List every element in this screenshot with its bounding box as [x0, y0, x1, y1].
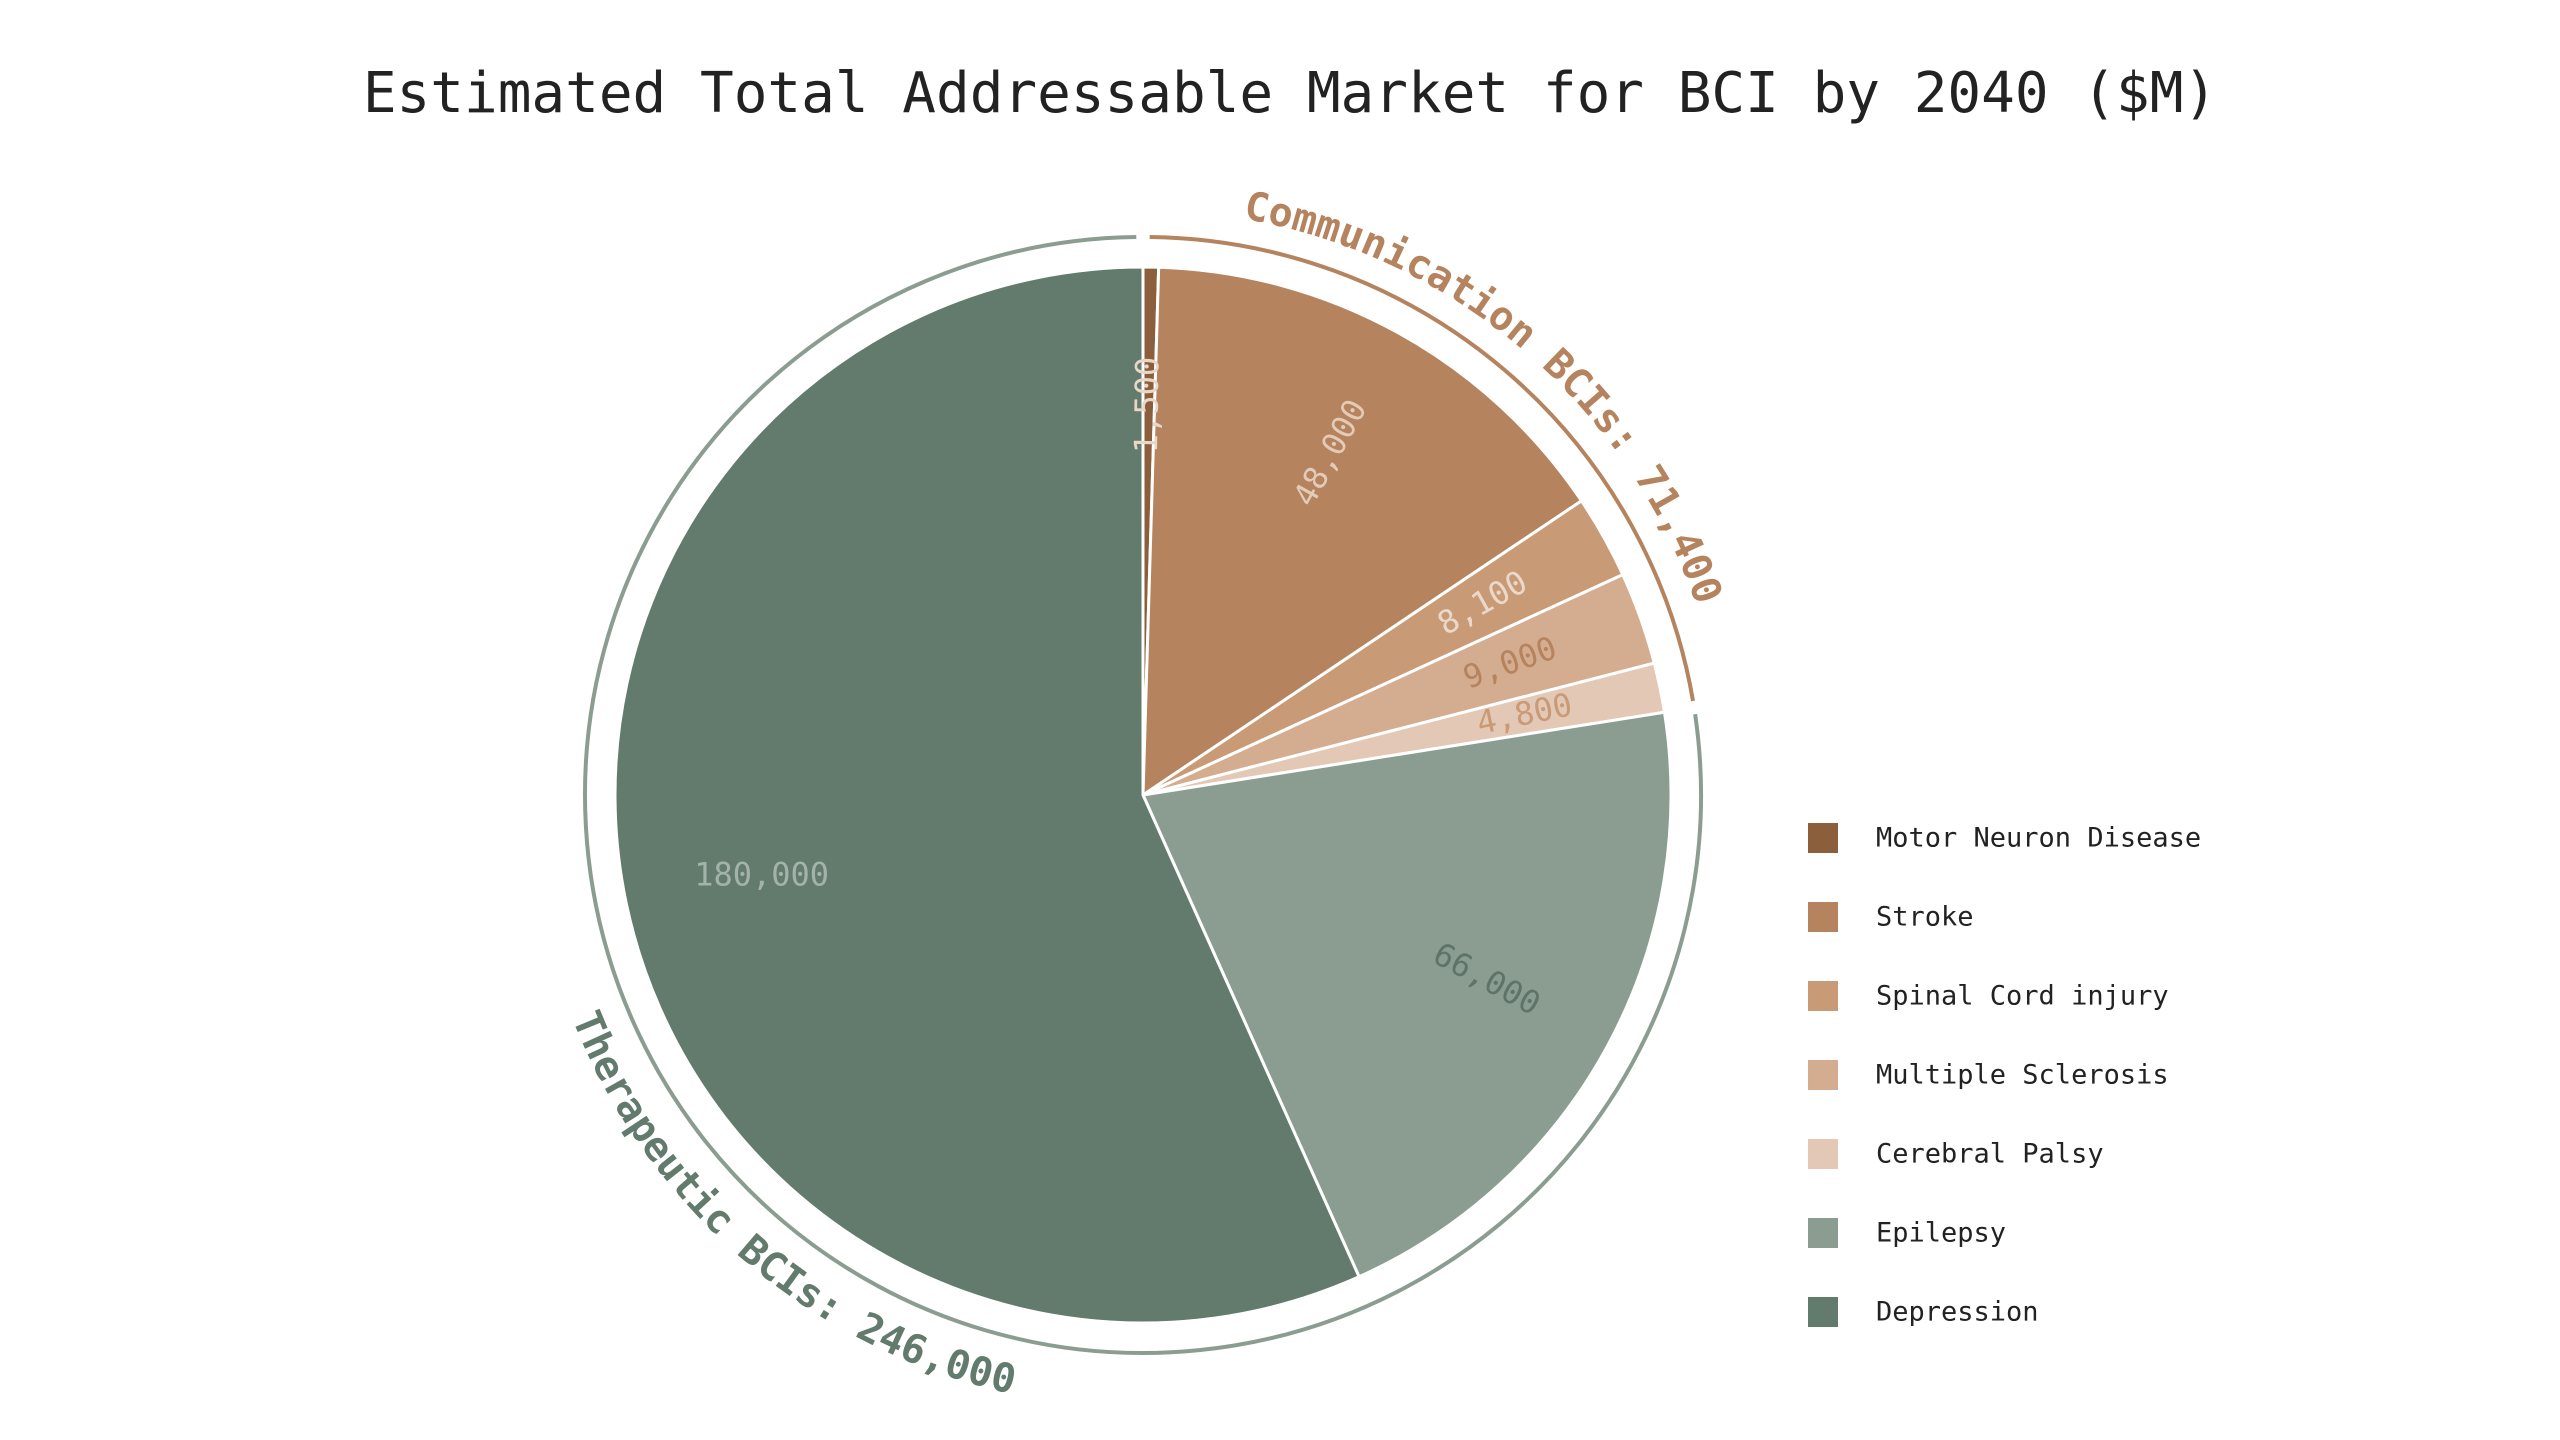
group-arc-communication-bcis-71-400	[1149, 235, 1695, 702]
legend-label: Cerebral Palsy	[1876, 1139, 2104, 1170]
legend-label: Stroke	[1876, 902, 1974, 933]
legend-label: Depression	[1876, 1297, 2039, 1328]
legend-item-stroke: Stroke	[1808, 902, 1974, 933]
legend-swatch	[1808, 1139, 1838, 1169]
legend-label: Spinal Cord injury	[1876, 981, 2169, 1012]
slice-label-motor-neuron-disease: 1,500	[1127, 357, 1166, 454]
slice-label-depression: 180,000	[694, 856, 829, 894]
legend-item-cerebral-palsy: Cerebral Palsy	[1808, 1139, 2104, 1170]
group-arc-therapeutic-bcis-246-000	[583, 235, 1703, 1355]
legend-swatch	[1808, 1297, 1838, 1327]
pie-slice-depression	[613, 265, 1362, 1325]
legend-label: Multiple Sclerosis	[1876, 1060, 2169, 1091]
pie-slices	[613, 265, 1673, 1325]
legend-swatch	[1808, 823, 1838, 853]
legend-swatch	[1808, 1060, 1838, 1090]
pie-slice-epilepsy	[1140, 710, 1673, 1279]
legend-item-depression: Depression	[1808, 1297, 2039, 1328]
legend-swatch	[1808, 1218, 1838, 1248]
chart-title: Estimated Total Addressable Market for B…	[363, 61, 2217, 126]
legend-item-multiple-sclerosis: Multiple Sclerosis	[1808, 1060, 2169, 1091]
legend-label: Motor Neuron Disease	[1876, 823, 2201, 854]
legend-item-motor-neuron-disease: Motor Neuron Disease	[1808, 823, 2201, 854]
legend-swatch	[1808, 902, 1838, 932]
legend: Motor Neuron Disease Stroke Spinal Cord in…	[1808, 823, 2201, 1328]
legend-swatch	[1808, 981, 1838, 1011]
legend-item-spinal-cord-injury: Spinal Cord injury	[1808, 981, 2169, 1012]
legend-item-epilepsy: Epilepsy	[1808, 1218, 2006, 1249]
pie-slice-stroke	[1141, 265, 1584, 798]
legend-label: Epilepsy	[1876, 1218, 2006, 1249]
group-arcs	[583, 235, 1703, 1355]
